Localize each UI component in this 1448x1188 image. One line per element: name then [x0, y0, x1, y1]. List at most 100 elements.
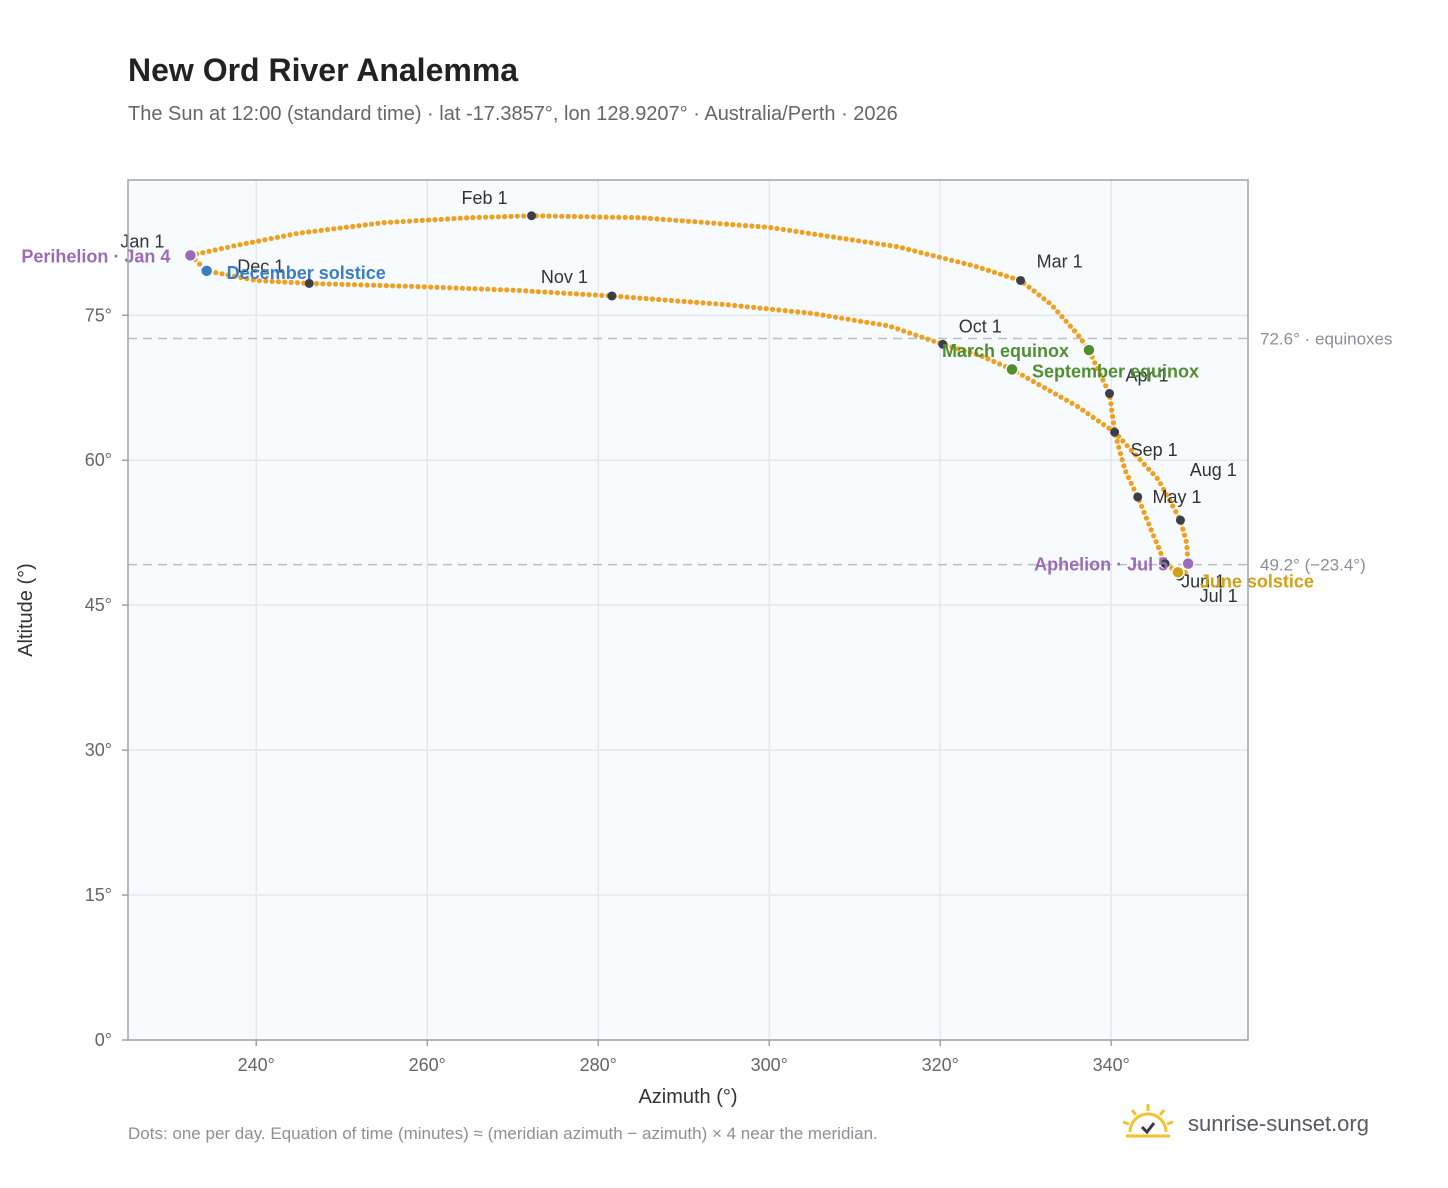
chart-title: New Ord River Analemma — [128, 52, 519, 88]
day-dot — [807, 310, 814, 316]
day-dot — [1139, 503, 1145, 509]
day-dot — [584, 214, 590, 220]
event-marker — [1171, 565, 1185, 580]
day-dot — [830, 234, 837, 240]
day-dot — [1167, 497, 1173, 503]
plot-area — [128, 180, 1248, 1040]
day-dot — [609, 214, 616, 220]
day-dot — [1031, 288, 1037, 294]
day-dot — [502, 214, 508, 220]
day-dot — [1143, 515, 1149, 521]
day-dot — [1110, 420, 1116, 426]
day-dot — [628, 214, 635, 221]
y-tick-label: 30° — [85, 740, 112, 760]
day-dot — [1059, 314, 1065, 320]
day-dot — [445, 216, 451, 222]
day-dot — [849, 237, 855, 243]
day-dot — [561, 290, 567, 296]
day-dot — [299, 230, 305, 236]
day-dot — [864, 319, 870, 325]
day-dot — [274, 234, 280, 240]
day-dot — [763, 306, 769, 312]
day-dot — [485, 286, 491, 292]
day-dot — [1036, 382, 1042, 388]
day-dot — [704, 220, 711, 226]
day-dot — [824, 233, 830, 239]
day-dot — [457, 215, 463, 221]
day-dot — [930, 253, 936, 259]
day-dot — [318, 227, 324, 233]
day-dot — [390, 283, 396, 289]
day-dot — [769, 306, 776, 312]
day-dot — [447, 285, 453, 291]
event-label: December solstice — [227, 263, 386, 283]
day-dot — [700, 300, 706, 306]
day-dot — [845, 316, 851, 322]
day-dot — [912, 248, 918, 254]
day-dot — [326, 281, 332, 287]
day-dot — [1146, 521, 1152, 527]
day-dot — [1117, 451, 1123, 457]
day-dot — [876, 321, 882, 327]
day-dot — [521, 213, 527, 219]
x-tick-label: 340° — [1093, 1055, 1130, 1075]
day-dot — [706, 300, 713, 306]
month-label: Dec 1 — [237, 256, 284, 276]
day-dot — [1046, 300, 1052, 306]
day-dot — [331, 226, 337, 232]
footnote: Dots: one per day. Equation of time (min… — [128, 1124, 878, 1143]
day-dot — [470, 215, 476, 221]
day-dot — [942, 256, 949, 262]
day-dot — [1170, 503, 1176, 509]
day-dot — [383, 283, 389, 289]
y-axis-title: Altitude (°) — [15, 563, 37, 657]
day-dot — [516, 287, 523, 294]
day-dot — [573, 291, 580, 297]
day-dot — [546, 213, 552, 219]
event-label: March equinox — [942, 341, 1069, 361]
day-dot — [660, 216, 666, 222]
day-dot — [955, 259, 961, 265]
day-dot — [1108, 401, 1114, 407]
day-dot — [1181, 532, 1188, 538]
day-dot — [1184, 551, 1190, 557]
day-dot — [774, 225, 780, 232]
day-dot — [649, 296, 656, 302]
day-dot — [749, 223, 755, 229]
month-marker — [938, 339, 948, 349]
month-label: Jul 1 — [1200, 586, 1238, 606]
day-dot — [949, 344, 955, 350]
day-dot — [662, 297, 668, 303]
day-dot — [856, 238, 862, 244]
day-dot — [345, 281, 351, 288]
day-dot — [814, 311, 820, 317]
day-dot — [685, 218, 692, 224]
day-dot — [624, 294, 630, 300]
day-dot — [339, 281, 345, 287]
day-dot — [281, 233, 287, 239]
month-marker — [607, 291, 617, 301]
day-dot — [820, 312, 826, 318]
day-dot — [1148, 527, 1154, 533]
event-marker — [183, 248, 198, 263]
day-dot — [219, 271, 225, 277]
day-dot — [351, 282, 358, 288]
day-dot — [805, 230, 812, 236]
day-dot — [955, 346, 961, 352]
event-marker — [1082, 343, 1096, 357]
day-dot — [491, 286, 497, 293]
day-dot — [426, 217, 432, 223]
event-marker — [1181, 556, 1195, 571]
reference-line-label: 49.2° (−23.4°) — [1260, 556, 1366, 575]
day-dot — [818, 232, 824, 238]
brand-logo[interactable]: sunrise-sunset.org — [1120, 1102, 1369, 1146]
day-dot — [1010, 275, 1016, 281]
day-dot — [225, 272, 231, 278]
day-dot — [931, 338, 937, 344]
day-dot — [263, 278, 269, 284]
day-dot — [514, 213, 520, 219]
day-dot — [887, 242, 893, 249]
day-dot — [580, 291, 586, 297]
day-dot — [883, 322, 889, 328]
day-dot — [919, 334, 925, 340]
